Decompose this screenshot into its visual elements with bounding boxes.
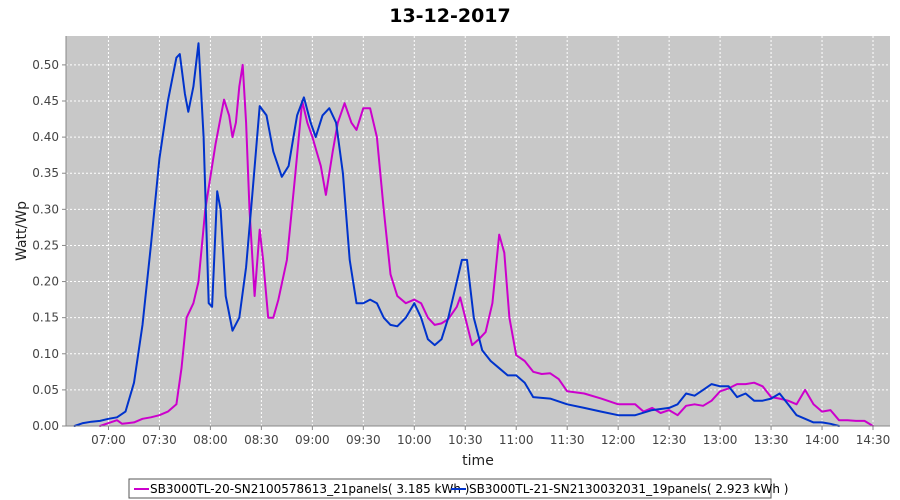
x-tick-label: 07:30 [142,433,177,447]
x-tick-label: 10:00 [397,433,432,447]
x-tick-label: 14:00 [805,433,840,447]
y-tick-label: 0.35 [32,166,59,180]
x-tick-label: 09:00 [295,433,330,447]
plot-area [66,36,890,426]
x-tick-label: 08:30 [244,433,279,447]
y-axis-label: Watt/Wp [14,201,30,261]
legend-box [128,478,772,499]
x-tick-label: 14:30 [856,433,891,447]
legend: SB3000TL-20-SN2100578613_21panels( 3.185… [128,478,788,499]
x-tick-label: 11:00 [499,433,534,447]
y-tick-label: 0.30 [32,202,59,216]
legend-label-series-2: SB3000TL-21-SN2130032031_19panels( 2.923… [469,482,788,496]
series-line-2 [73,42,840,427]
x-tick-label: 10:30 [448,433,483,447]
y-tick-label: 0.20 [32,275,59,289]
y-tick-label: 0.40 [32,130,59,144]
x-axis-ticks: 07:00 07:30 08:00 08:30 09:00 09:30 10:00 10:30… [91,426,890,447]
y-tick-label: 0.00 [32,419,59,433]
x-gridlines [107,36,874,426]
x-tick-label: 12:00 [601,433,636,447]
y-tick-label: 0.45 [32,94,59,108]
x-tick-label: 09:30 [346,433,381,447]
y-tick-label: 0.15 [32,311,59,325]
x-tick-label: 07:00 [91,433,126,447]
x-tick-label: 11:30 [550,433,585,447]
y-tick-label: 0.05 [32,383,59,397]
chart-title: 13-12-2017 [389,5,511,27]
legend-label-series-1: SB3000TL-20-SN2100578613_21panels( 3.185… [150,482,469,496]
series-line-1 [99,63,874,427]
x-tick-label: 13:30 [754,433,789,447]
x-axis-label: time [462,453,494,469]
series-lines [73,42,874,427]
y-tick-label: 0.50 [32,58,59,72]
y-tick-label: 0.25 [32,238,59,252]
y-tick-label: 0.10 [32,347,59,361]
x-tick-label: 12:30 [652,433,687,447]
x-tick-label: 13:00 [703,433,738,447]
y-axis-ticks: 0.00 0.05 0.10 0.15 0.20 0.25 0.30 0.35 0.40 0.45… [32,58,66,433]
x-tick-label: 08:00 [193,433,228,447]
